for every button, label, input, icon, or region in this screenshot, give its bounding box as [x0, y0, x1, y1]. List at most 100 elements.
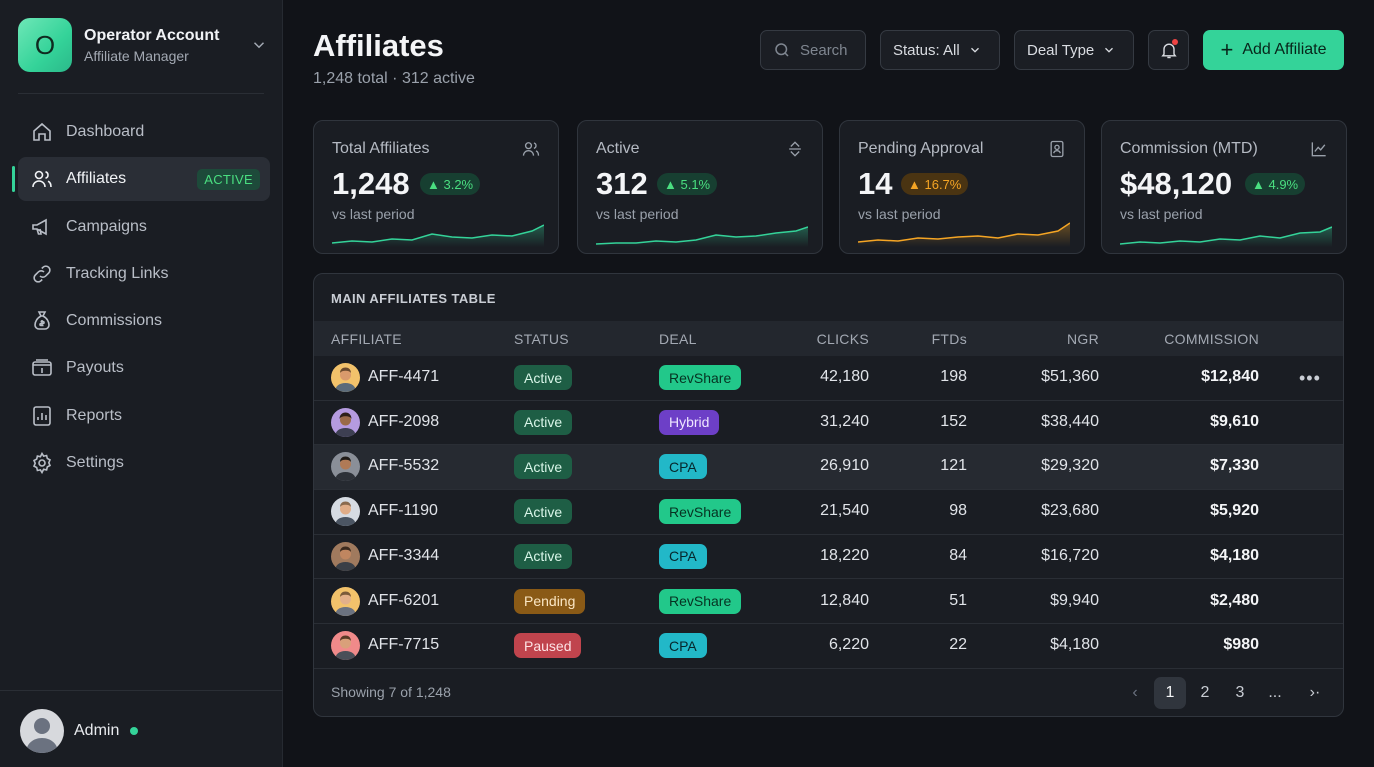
table-row[interactable]: AFF-5532 Active CPA 26,910 121 $29,320 $… [314, 445, 1343, 491]
commission-value: $9,610 [1210, 412, 1259, 430]
affiliate-avatar [331, 407, 360, 437]
status-badge: Pending [514, 588, 586, 614]
table-row[interactable]: AFF-1190 Active RevShare 21,540 98 $23,6… [314, 490, 1343, 535]
sparkline [858, 222, 1070, 247]
page-1-button[interactable]: 1 [1154, 677, 1186, 709]
affiliate-id: AFF-7715 [368, 636, 440, 654]
wallet-icon [32, 359, 52, 377]
table-row[interactable]: AFF-4471 Active RevShare 42,180 198 $51,… [314, 356, 1343, 401]
page-2-button[interactable]: 2 [1200, 684, 1210, 701]
column-header-ftds[interactable]: FTDs [931, 331, 967, 347]
report-icon [33, 405, 51, 426]
account-switcher[interactable]: O Operator Account Affiliate Manager [18, 18, 268, 72]
clicks-value: 26,910 [820, 457, 869, 475]
column-header-status[interactable]: STATUS [514, 331, 569, 347]
column-header-affiliate[interactable]: AFFILIATE [331, 331, 402, 347]
affiliate-id: AFF-2098 [368, 412, 440, 430]
kpi-value: 1,248 [332, 166, 410, 201]
column-header-clicks[interactable]: CLICKS [816, 331, 869, 347]
table-title: MAIN AFFILIATES TABLE [331, 291, 496, 306]
sidebar-item-payouts[interactable]: Payouts [18, 346, 270, 390]
ngr-value: $16,720 [1041, 546, 1099, 564]
column-header-deal[interactable]: DEAL [659, 331, 697, 347]
sidebar-item-tracking-links[interactable]: Tracking Links [18, 252, 270, 296]
more-options-icon[interactable]: ••• [1299, 368, 1321, 388]
users-icon [522, 142, 540, 156]
affiliates-table: MAIN AFFILIATES TABLE AFFILIATE STATUS D… [313, 273, 1344, 717]
user-menu[interactable]: Admin [20, 709, 139, 753]
affiliate-id: AFF-3344 [368, 546, 440, 564]
page-subtitle: 1,248 total · 312 active [313, 70, 475, 87]
sidebar-item-label: Dashboard [66, 123, 145, 140]
clicks-value: 21,540 [820, 502, 869, 520]
notification-dot [1172, 39, 1178, 45]
chart-icon [1311, 142, 1326, 157]
kpi-value: $48,120 [1120, 166, 1233, 201]
next-page-button[interactable]: ›· [1309, 684, 1321, 701]
status-badge: Paused [514, 633, 582, 659]
deal-badge: CPA [659, 454, 707, 480]
sidebar-item-dashboard[interactable]: Dashboard [18, 110, 270, 154]
sidebar-item-campaigns[interactable]: Campaigns [18, 205, 270, 249]
sidebar-item-label: Affiliates [66, 170, 127, 188]
ftds-value: 121 [940, 457, 967, 475]
status-filter-dropdown[interactable]: Status: All [880, 30, 1000, 70]
affiliate-id: AFF-6201 [368, 591, 440, 609]
prev-page-button[interactable]: ‹ [1132, 684, 1138, 701]
sidebar-item-label: Settings [66, 454, 124, 472]
notifications-button[interactable] [1148, 30, 1189, 70]
search-placeholder: Search [800, 41, 848, 59]
affiliate-avatar [331, 631, 360, 661]
online-status-dot [130, 727, 139, 735]
ftds-value: 51 [949, 591, 967, 609]
deal-type-dropdown[interactable]: Deal Type [1014, 30, 1134, 70]
commission-value: $5,920 [1210, 502, 1259, 520]
active-badge: ACTIVE [197, 168, 260, 190]
affiliate-id: AFF-4471 [368, 368, 440, 385]
table-row[interactable]: AFF-3344 Active CPA 18,220 84 $16,720 $4… [314, 535, 1343, 580]
column-header-commission[interactable]: COMMISSION [1164, 331, 1259, 347]
clipboard-icon [1050, 140, 1064, 158]
ngr-value: $38,440 [1041, 412, 1099, 430]
ngr-value: $9,940 [1050, 591, 1099, 609]
clicks-value: 31,240 [820, 412, 869, 430]
sidebar-item-commissions[interactable]: Commissions [18, 299, 270, 343]
affiliate-avatar [331, 497, 360, 527]
table-row[interactable]: AFF-6201 Pending RevShare 12,840 51 $9,9… [314, 580, 1343, 625]
kpi-delta-badge: ▲ 4.9% [1245, 173, 1306, 195]
table-row[interactable]: AFF-2098 Active Hybrid 31,240 152 $38,44… [314, 401, 1343, 446]
sidebar-item-reports[interactable]: Reports [18, 394, 270, 438]
add-affiliate-button[interactable]: + Add Affiliate [1203, 30, 1344, 70]
kpi-card-pending-approval: Pending Approval 14 ▲ 16.7% vs last peri… [839, 120, 1085, 254]
sidebar-item-label: Commissions [66, 312, 163, 330]
kpi-compare: vs last period [332, 206, 415, 222]
clicks-value: 6,220 [828, 636, 869, 654]
table-header: AFFILIATE STATUS DEAL CLICKS FTDs NGR CO… [314, 321, 1343, 356]
sidebar: O Operator Account Affiliate Manager Das… [0, 0, 283, 767]
ngr-value: $23,680 [1041, 502, 1099, 520]
kpi-label: Total Affiliates [332, 140, 430, 157]
sidebar-item-label: Campaigns [66, 217, 147, 235]
sparkline [596, 226, 808, 247]
page-3-button[interactable]: 3 [1235, 684, 1245, 701]
kpi-delta-badge: ▲ 5.1% [657, 173, 718, 195]
users-icon [32, 170, 52, 188]
kpi-delta-badge: ▲ 16.7% [901, 173, 969, 195]
clicks-value: 12,840 [820, 591, 869, 609]
account-logo: O [18, 18, 72, 72]
chevron-down-icon[interactable] [250, 36, 268, 54]
table-row[interactable]: AFF-7715 Paused CPA 6,220 22 $4,180 $980 [314, 624, 1343, 669]
account-role: Affiliate Manager [84, 47, 189, 64]
sidebar-item-settings[interactable]: Settings [18, 441, 270, 485]
status-badge: Active [514, 499, 573, 525]
deal-badge: RevShare [659, 499, 742, 525]
kpi-delta-badge: ▲ 3.2% [420, 173, 481, 195]
deal-badge: CPA [659, 543, 707, 569]
search-input[interactable]: Search [760, 30, 866, 70]
kpi-value: 14 [858, 166, 893, 201]
status-badge: Active [514, 365, 573, 390]
affiliate-avatar [331, 586, 360, 616]
sidebar-item-affiliates[interactable]: Affiliates ACTIVE [12, 157, 270, 202]
kpi-card-total-affiliates: Total Affiliates 1,248 ▲ 3.2% vs last pe… [313, 120, 559, 254]
column-header-ngr[interactable]: NGR [1066, 331, 1099, 347]
